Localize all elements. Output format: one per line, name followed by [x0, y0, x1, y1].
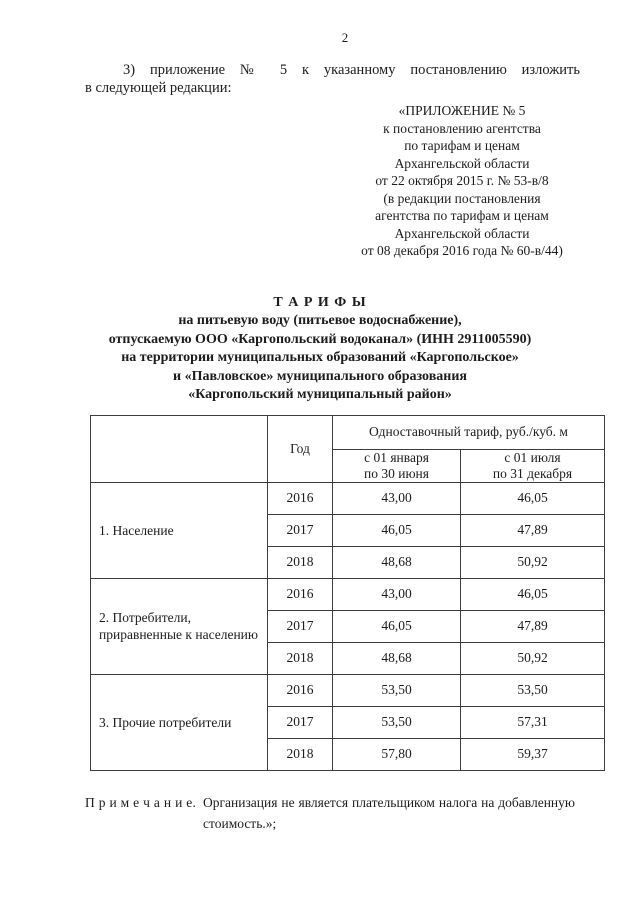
year-cell: 2016 — [267, 481, 333, 515]
tariff-group-header: Одноставочный тариф, руб./куб. м — [332, 414, 605, 450]
value-cell-second-half: 46,05 — [460, 577, 605, 611]
note-line-1: Организация не является плательщиком нал… — [203, 794, 575, 810]
appendix-line: (в редакции постановления — [383, 190, 541, 206]
value-cell-second-half: 50,92 — [460, 545, 605, 579]
year-cell: 2017 — [267, 513, 333, 547]
appendix-line: от 08 декабря 2016 года № 60-в/44) — [361, 243, 563, 258]
value-cell-first-half: 53,50 — [332, 673, 461, 707]
appendix-line: по тарифам и ценам — [404, 138, 520, 153]
document-title: Т А Р И Ф Ы на питьевую воду (питьевое в… — [0, 294, 640, 405]
appendix-line: от 22 октября 2015 г. № 53-в/8 — [375, 173, 549, 188]
table-row: 1. Население 2016 43,00 46,05 — [90, 481, 605, 579]
year-cell: 2017 — [267, 609, 333, 643]
year-column-header: Год — [267, 414, 333, 483]
category-column-header — [90, 414, 268, 483]
value-cell-second-half: 50,92 — [460, 641, 605, 675]
intro-line-2: в следующей редакции: — [85, 80, 232, 96]
title-line: и «Павловское» муниципального образовани… — [173, 368, 467, 384]
table-row: 2018 48,68 50,92 — [91, 545, 605, 579]
title-line: на территории муниципальных образований … — [121, 350, 519, 365]
value-cell-first-half: 46,05 — [332, 609, 461, 643]
category-cell: 1. Население — [90, 481, 268, 579]
table-row: 2018 48,68 50,92 — [91, 641, 605, 675]
value-cell-second-half: 57,31 — [460, 705, 605, 739]
table-row: 3. Прочие потребители 2016 53,50 53,50 — [90, 673, 605, 771]
year-cell: 2017 — [267, 705, 333, 739]
tariff-table: Год Одноставочный тариф, руб./куб. м с 0… — [90, 414, 605, 771]
page-number: 2 — [341, 30, 349, 45]
period2-column-header: с 01 июля по 31 декабря — [460, 448, 605, 483]
table-row: 2. Потребители, приравненные к населению… — [90, 577, 605, 675]
note-label: П р и м е ч а н и е. — [85, 794, 197, 810]
value-cell-second-half: 59,37 — [460, 737, 605, 771]
value-cell-second-half: 53,50 — [460, 673, 605, 707]
value-cell-first-half: 48,68 — [332, 545, 461, 579]
intro-paragraph: 3) приложение № 5 к указанному постановл… — [85, 61, 580, 97]
year-cell: 2016 — [267, 673, 333, 707]
table-row: 2017 46,05 47,89 — [91, 609, 605, 643]
title-line: на питьевую воду (питьевое водоснабжение… — [178, 313, 462, 328]
tariff-table-body: 1. Население 2016 43,00 46,05 2017 46,05 47,89… — [90, 481, 605, 771]
appendix-line: Архангельской области — [394, 225, 530, 241]
title-line: отпускаемую ООО «Каргопольский водоканал… — [108, 331, 532, 347]
year-cell: 2018 — [267, 737, 333, 771]
value-cell-first-half: 43,00 — [332, 577, 461, 611]
title-word-tariffs: Т А Р И Ф Ы — [273, 294, 367, 310]
value-cell-second-half: 46,05 — [460, 481, 605, 515]
appendix-line: к постановлению агентства — [383, 120, 541, 136]
appendix-line: «ПРИЛОЖЕНИЕ № 5 — [398, 103, 526, 118]
category-cell: 2. Потребители, приравненные к населению — [90, 577, 268, 675]
table-row: 2017 46,05 47,89 — [91, 513, 605, 547]
value-cell-first-half: 53,50 — [332, 705, 461, 739]
note-line-2: стоимость.»; — [203, 815, 277, 831]
appendix-reference-block: «ПРИЛОЖЕНИЕ № 5 к постановлению агентств… — [339, 102, 585, 260]
year-cell: 2018 — [267, 641, 333, 675]
note-text: Организация не является плательщиком нал… — [203, 792, 575, 834]
table-row: 2018 57,80 59,37 — [91, 737, 605, 771]
intro-line-1: 3) приложение № 5 к указанному постановл… — [123, 62, 580, 78]
year-cell: 2016 — [267, 577, 333, 611]
value-cell-first-half: 57,80 — [332, 737, 461, 771]
table-row: 2017 53,50 57,31 — [91, 705, 605, 739]
appendix-line: Архангельской области — [394, 155, 530, 171]
value-cell-second-half: 47,89 — [460, 513, 605, 547]
value-cell-first-half: 48,68 — [332, 641, 461, 675]
value-cell-first-half: 43,00 — [332, 481, 461, 515]
note-block: П р и м е ч а н и е. Организация не явля… — [85, 792, 640, 834]
value-cell-first-half: 46,05 — [332, 513, 461, 547]
title-line: «Каргопольский муниципальный район» — [188, 387, 452, 402]
category-cell: 3. Прочие потребители — [90, 673, 268, 771]
value-cell-second-half: 47,89 — [460, 609, 605, 643]
appendix-line: агентства по тарифам и ценам — [375, 208, 549, 223]
period1-column-header: с 01 января по 30 июня — [332, 448, 461, 483]
year-cell: 2018 — [267, 545, 333, 579]
